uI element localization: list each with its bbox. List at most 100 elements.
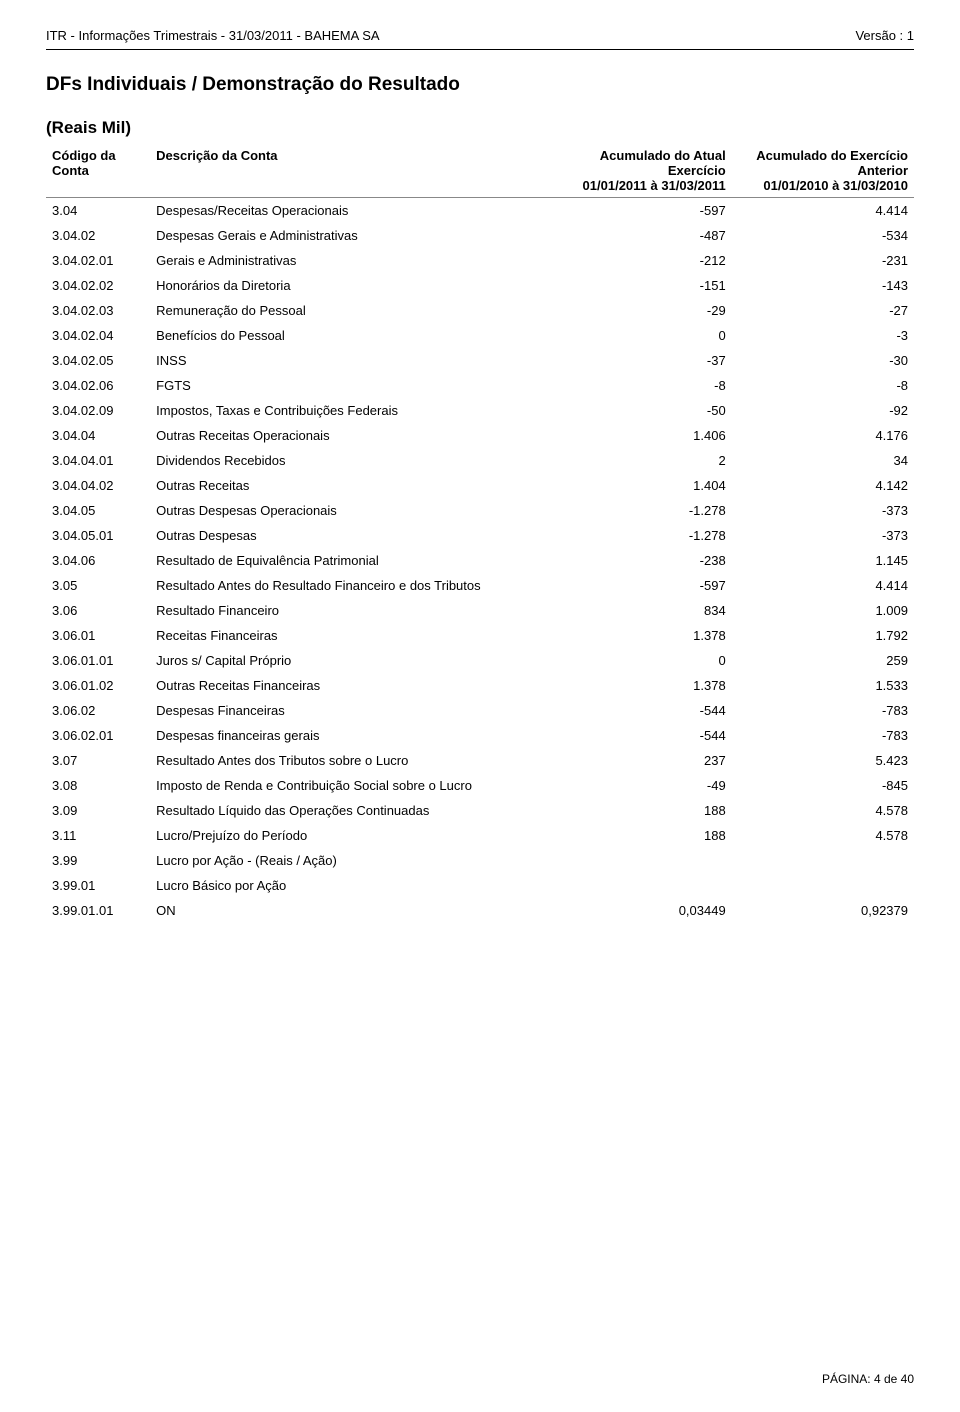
cell-desc: Benefícios do Pessoal <box>150 323 549 348</box>
cell-code: 3.04.02 <box>46 223 150 248</box>
cell-current: 1.378 <box>549 623 731 648</box>
cell-current: 834 <box>549 598 731 623</box>
cell-code: 3.04.04.01 <box>46 448 150 473</box>
cell-code: 3.11 <box>46 823 150 848</box>
cell-prior: 259 <box>732 648 914 673</box>
cell-current: 1.378 <box>549 673 731 698</box>
cell-desc: Lucro Básico por Ação <box>150 873 549 898</box>
table-row: 3.06.02Despesas Financeiras-544-783 <box>46 698 914 723</box>
cell-desc: Gerais e Administrativas <box>150 248 549 273</box>
cell-desc: Despesas Gerais e Administrativas <box>150 223 549 248</box>
cell-desc: Outras Receitas Financeiras <box>150 673 549 698</box>
table-header-row: Código da Conta Descrição da Conta Acumu… <box>46 144 914 198</box>
table-row: 3.04.04.01Dividendos Recebidos234 <box>46 448 914 473</box>
cell-desc: Outras Receitas <box>150 473 549 498</box>
table-row: 3.99.01Lucro Básico por Ação <box>46 873 914 898</box>
table-row: 3.04.05.01Outras Despesas-1.278-373 <box>46 523 914 548</box>
cell-code: 3.04.02.04 <box>46 323 150 348</box>
cell-current: -1.278 <box>549 498 731 523</box>
page-footer: PÁGINA: 4 de 40 <box>822 1372 914 1386</box>
table-body: 3.04Despesas/Receitas Operacionais-5974.… <box>46 198 914 924</box>
cell-desc: Imposto de Renda e Contribuição Social s… <box>150 773 549 798</box>
col-header-current-l3: 01/01/2011 à 31/03/2011 <box>583 178 726 193</box>
col-header-code: Código da Conta <box>46 144 150 198</box>
cell-desc: Outras Despesas Operacionais <box>150 498 549 523</box>
cell-desc: INSS <box>150 348 549 373</box>
col-header-prior: Acumulado do Exercício Anterior 01/01/20… <box>732 144 914 198</box>
table-row: 3.06.02.01Despesas financeiras gerais-54… <box>46 723 914 748</box>
reais-label: (Reais Mil) <box>46 118 914 138</box>
cell-desc: Impostos, Taxas e Contribuições Federais <box>150 398 549 423</box>
cell-current: -8 <box>549 373 731 398</box>
table-row: 3.05Resultado Antes do Resultado Finance… <box>46 573 914 598</box>
cell-prior: 34 <box>732 448 914 473</box>
cell-code: 3.04.05 <box>46 498 150 523</box>
cell-desc: Resultado Antes do Resultado Financeiro … <box>150 573 549 598</box>
table-row: 3.04.02.04Benefícios do Pessoal0-3 <box>46 323 914 348</box>
cell-code: 3.09 <box>46 798 150 823</box>
table-row: 3.07Resultado Antes dos Tributos sobre o… <box>46 748 914 773</box>
cell-prior: 5.423 <box>732 748 914 773</box>
cell-code: 3.06.01.01 <box>46 648 150 673</box>
cell-code: 3.04.02.05 <box>46 348 150 373</box>
cell-desc: Resultado Líquido das Operações Continua… <box>150 798 549 823</box>
table-row: 3.08Imposto de Renda e Contribuição Soci… <box>46 773 914 798</box>
cell-prior: -783 <box>732 723 914 748</box>
cell-desc: Juros s/ Capital Próprio <box>150 648 549 673</box>
cell-code: 3.04.02.01 <box>46 248 150 273</box>
table-row: 3.04.02.06FGTS-8-8 <box>46 373 914 398</box>
cell-current: 0 <box>549 323 731 348</box>
cell-desc: Lucro por Ação - (Reais / Ação) <box>150 848 549 873</box>
cell-prior <box>732 848 914 873</box>
table-row: 3.99Lucro por Ação - (Reais / Ação) <box>46 848 914 873</box>
cell-current: -544 <box>549 723 731 748</box>
cell-code: 3.04.02.03 <box>46 298 150 323</box>
cell-prior: -373 <box>732 523 914 548</box>
table-row: 3.04.02.01Gerais e Administrativas-212-2… <box>46 248 914 273</box>
table-row: 3.04.05Outras Despesas Operacionais-1.27… <box>46 498 914 523</box>
cell-code: 3.05 <box>46 573 150 598</box>
cell-code: 3.06.01.02 <box>46 673 150 698</box>
cell-desc: Resultado de Equivalência Patrimonial <box>150 548 549 573</box>
cell-current: -37 <box>549 348 731 373</box>
cell-prior: 1.533 <box>732 673 914 698</box>
cell-code: 3.08 <box>46 773 150 798</box>
cell-desc: Resultado Antes dos Tributos sobre o Luc… <box>150 748 549 773</box>
cell-desc: Receitas Financeiras <box>150 623 549 648</box>
cell-code: 3.04.02.06 <box>46 373 150 398</box>
cell-prior: -8 <box>732 373 914 398</box>
cell-prior: -3 <box>732 323 914 348</box>
cell-desc: Outras Despesas <box>150 523 549 548</box>
header-right: Versão : 1 <box>855 28 914 43</box>
cell-code: 3.06.01 <box>46 623 150 648</box>
table-row: 3.04.02.09Impostos, Taxas e Contribuiçõe… <box>46 398 914 423</box>
table-row: 3.06.01Receitas Financeiras1.3781.792 <box>46 623 914 648</box>
cell-prior: -534 <box>732 223 914 248</box>
table-row: 3.09Resultado Líquido das Operações Cont… <box>46 798 914 823</box>
cell-current: 188 <box>549 798 731 823</box>
table-row: 3.04.04Outras Receitas Operacionais1.406… <box>46 423 914 448</box>
cell-prior: -783 <box>732 698 914 723</box>
cell-current: -151 <box>549 273 731 298</box>
cell-prior: -373 <box>732 498 914 523</box>
cell-desc: Resultado Financeiro <box>150 598 549 623</box>
cell-current: -597 <box>549 198 731 224</box>
cell-code: 3.06 <box>46 598 150 623</box>
col-header-prior-l1: Acumulado do Exercício <box>756 148 908 163</box>
header-divider <box>46 49 914 50</box>
col-header-current-l1: Acumulado do Atual <box>600 148 726 163</box>
col-header-prior-l3: 01/01/2010 à 31/03/2010 <box>763 178 908 193</box>
cell-prior: 1.145 <box>732 548 914 573</box>
cell-code: 3.04 <box>46 198 150 224</box>
cell-desc: Lucro/Prejuízo do Período <box>150 823 549 848</box>
cell-desc: Honorários da Diretoria <box>150 273 549 298</box>
col-header-desc: Descrição da Conta <box>150 144 549 198</box>
table-row: 3.04.02.05INSS-37-30 <box>46 348 914 373</box>
result-table: Código da Conta Descrição da Conta Acumu… <box>46 144 914 923</box>
cell-current: 237 <box>549 748 731 773</box>
cell-desc: FGTS <box>150 373 549 398</box>
cell-prior: 4.578 <box>732 823 914 848</box>
section-title: DFs Individuais / Demonstração do Result… <box>46 74 914 96</box>
table-row: 3.06.01.01Juros s/ Capital Próprio0259 <box>46 648 914 673</box>
cell-current: 1.404 <box>549 473 731 498</box>
